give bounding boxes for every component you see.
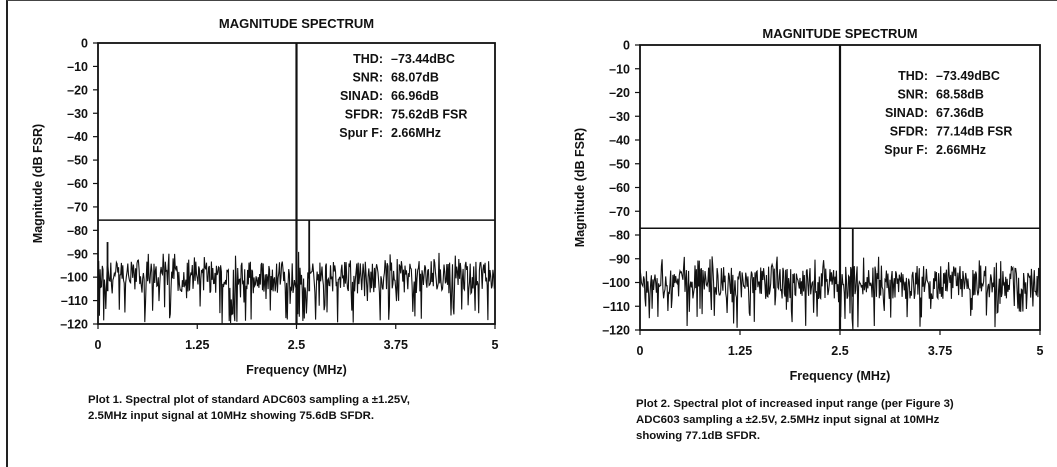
y-tick-label: –80: [609, 229, 630, 243]
stat-value: 2.66MHz: [391, 126, 441, 140]
y-tick-label: –20: [67, 83, 88, 97]
y-axis-label: Magnitude (dB FSR): [31, 124, 45, 243]
x-tick-label: 5: [1037, 344, 1044, 358]
spectrum-chart-1: MAGNITUDE SPECTRUM 0 –10 –20 –30 –40 –50 –60 –70…: [31, 16, 499, 377]
figure-frame: [6, 0, 1057, 467]
caption-1: Plot 1. Spectral plot of standard ADC603…: [88, 394, 410, 422]
spectrum-panel-2: MAGNITUDE SPECTRUM 0 –10 –20 –30 –40 –50 –60 –70…: [560, 0, 1057, 467]
y-tick-label: –30: [67, 107, 88, 121]
stat-label: SFDR:: [890, 125, 928, 139]
x-tick-label: 3.75: [384, 338, 408, 352]
y-tick-label: –60: [609, 181, 630, 195]
y-tick-label: –100: [602, 276, 630, 290]
y-tick-label: –50: [609, 157, 630, 171]
y-tick-label: 0: [623, 39, 630, 53]
spectrum-chart-2: MAGNITUDE SPECTRUM 0 –10 –20 –30 –40 –50 –60 –70…: [573, 26, 1044, 383]
x-tick-label: 0: [637, 344, 644, 358]
y-tick-label: –110: [61, 294, 88, 308]
spectrum-panel-1: MAGNITUDE SPECTRUM 0 –10 –20 –30 –40 –50 –60 –70…: [18, 0, 518, 467]
y-tick-label: –20: [609, 86, 630, 100]
y-tick-label: –30: [609, 110, 630, 124]
y-tick-label: 0: [81, 37, 88, 51]
stat-value: 68.07dB: [391, 71, 439, 85]
y-tick-label: –110: [603, 300, 630, 314]
y-tick-label: –70: [67, 200, 88, 214]
chart-title: MAGNITUDE SPECTRUM: [762, 26, 917, 41]
x-tick-label: 0: [95, 338, 102, 352]
x-tick-label: 1.25: [185, 338, 209, 352]
stat-value: 67.36dB: [936, 106, 984, 120]
y-tick-label: –80: [67, 224, 88, 238]
y-tick-label: –90: [609, 252, 630, 266]
x-tick-label: 3.75: [928, 344, 952, 358]
stat-value: 77.14dB FSR: [936, 125, 1012, 139]
stat-label: SNR:: [897, 88, 928, 102]
x-tick-label: 5: [492, 338, 499, 352]
stat-label: THD:: [898, 69, 928, 83]
stat-label: SINAD:: [340, 89, 383, 103]
stat-label: SFDR:: [345, 108, 383, 122]
stat-value: 66.96dB: [391, 89, 439, 103]
x-axis-label: Frequency (MHz): [790, 369, 891, 383]
y-tick-label: –120: [602, 324, 630, 338]
y-tick-label: –10: [609, 62, 630, 76]
stat-value: 2.66MHz: [936, 143, 986, 157]
stat-label: SINAD:: [885, 106, 928, 120]
y-tick-label: –120: [60, 318, 88, 332]
x-tick-label: 1.25: [728, 344, 752, 358]
stat-value: 75.62dB FSR: [391, 108, 467, 122]
y-tick-label: –90: [67, 247, 88, 261]
y-tick-label: –60: [67, 177, 88, 191]
caption-2: Plot 2. Spectral plot of increased input…: [636, 398, 954, 442]
y-tick-label: –40: [609, 134, 630, 148]
stat-value: –73.44dBC: [391, 52, 455, 66]
y-tick-label: –40: [67, 130, 88, 144]
y-tick-label: –10: [67, 60, 88, 74]
stat-label: Spur F:: [884, 143, 928, 157]
y-tick-label: –70: [609, 205, 630, 219]
stat-value: 68.58dB: [936, 88, 984, 102]
y-tick-label: –100: [60, 271, 88, 285]
x-tick-label: 2.5: [831, 344, 848, 358]
stat-label: SNR:: [352, 71, 383, 85]
x-axis-label: Frequency (MHz): [246, 363, 347, 377]
stat-label: THD:: [353, 52, 383, 66]
chart-title: MAGNITUDE SPECTRUM: [219, 16, 374, 31]
stat-label: Spur F:: [339, 126, 383, 140]
y-tick-label: –50: [67, 154, 88, 168]
y-axis-label: Magnitude (dB FSR): [573, 128, 587, 247]
stat-value: –73.49dBC: [936, 69, 1000, 83]
x-tick-label: 2.5: [288, 338, 305, 352]
